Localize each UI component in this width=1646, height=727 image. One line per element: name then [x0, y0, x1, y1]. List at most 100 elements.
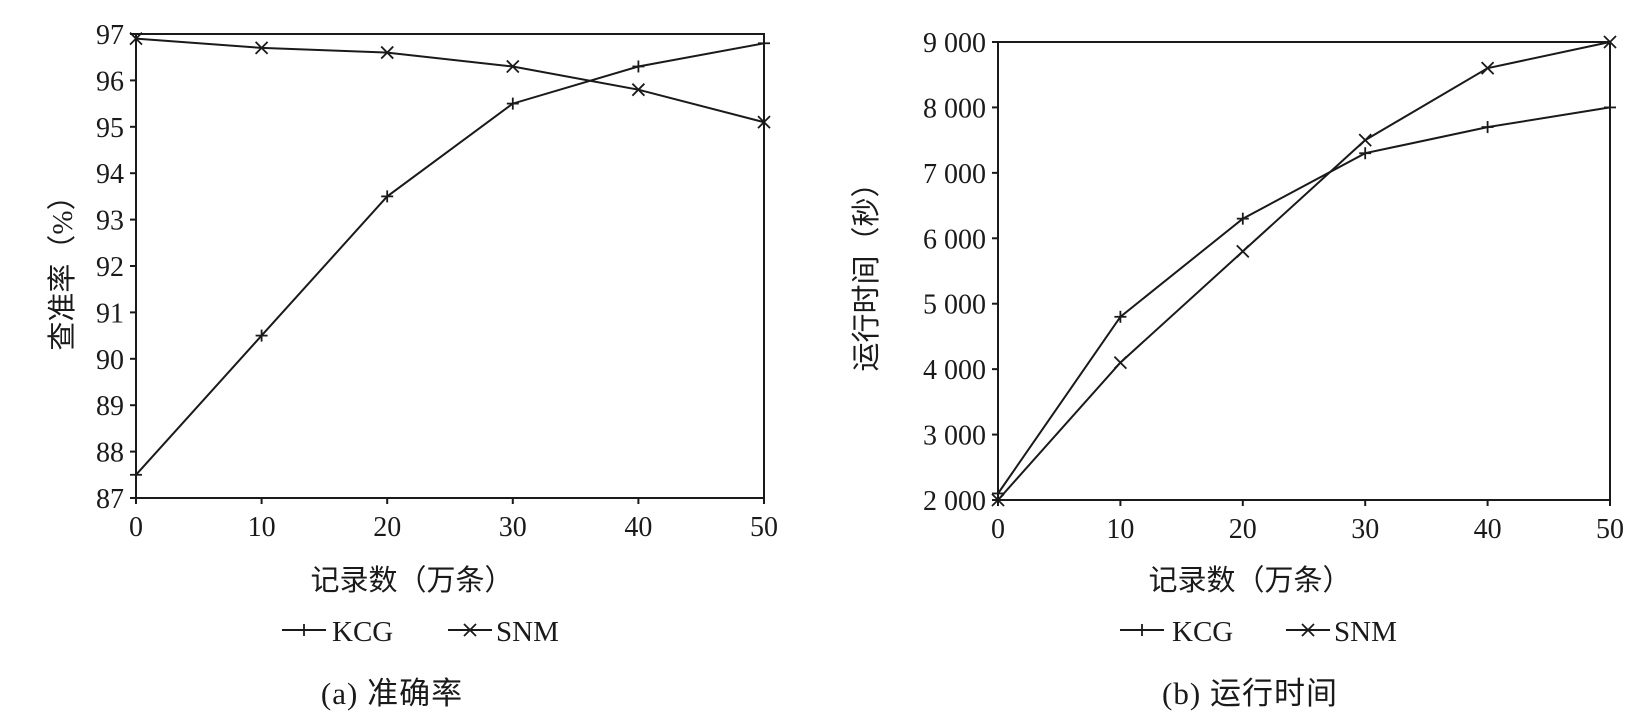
- data-point-snm: [1113, 355, 1128, 370]
- plot-frame: [997, 41, 1611, 501]
- y-tick-label: 88: [96, 438, 124, 469]
- legend-label-snm: SNM: [1334, 616, 1397, 648]
- y-tick-label: 4 000: [923, 355, 986, 386]
- data-point-snm: [1358, 133, 1372, 147]
- x-tick-label: 40: [1474, 514, 1502, 545]
- data-point-kcg: [130, 468, 142, 481]
- y-tick-label: 9 000: [923, 28, 986, 59]
- data-point-kcg: [992, 487, 1004, 500]
- x-tick-label: 10: [1106, 514, 1134, 545]
- data-point-snm-d2: [1113, 355, 1128, 370]
- data-point-kcg: [758, 37, 770, 50]
- series-line-kcg: [997, 106, 1611, 495]
- data-point-snm: [129, 32, 143, 46]
- y-tick-label: 87: [96, 484, 124, 515]
- y-tick-label: 2 000: [923, 486, 986, 517]
- y-tick-label: 8 000: [923, 93, 986, 124]
- x-tick-label: 20: [1229, 514, 1257, 545]
- x-tick-label: 50: [750, 512, 778, 543]
- data-point-snm: [757, 115, 771, 129]
- data-point-snm-d2: [631, 83, 646, 97]
- legend-entry-snm: SNM: [1286, 616, 1397, 648]
- panel-caption: (b) 运行时间: [1162, 676, 1338, 711]
- x-tick-label: 30: [499, 512, 527, 543]
- y-axis-ticks: 87 88 89 90 91 92 93 94 95 96 97: [96, 20, 136, 515]
- data-point-kcg: [255, 329, 268, 342]
- x-tick-label: 20: [373, 512, 401, 543]
- x-tick-label: 0: [129, 512, 143, 543]
- data-point-kcg: [506, 97, 519, 110]
- series-line-kcg: [135, 42, 765, 476]
- legend-marker-snm: [1301, 623, 1315, 637]
- data-point-kcg: [1481, 121, 1494, 134]
- data-point-snm-d2: [757, 115, 771, 129]
- data-point-kcg: [1604, 101, 1616, 114]
- y-tick-label: 5 000: [923, 290, 986, 321]
- series-layer: [991, 35, 1617, 507]
- x-axis-label: 记录数（万条）: [1148, 564, 1351, 597]
- data-point-snm-d2: [1236, 244, 1250, 259]
- y-tick-label: 6 000: [923, 224, 986, 255]
- series-line-snm: [135, 37, 765, 124]
- legend-marker-snm-glyph: [463, 623, 477, 637]
- y-axis-ticks: 2 000 3 000 4 000 5 000 6 000 7 000 8 000 9 000: [923, 28, 998, 517]
- y-tick-label: 97: [96, 20, 124, 51]
- x-tick-label: 10: [248, 512, 276, 543]
- x-tick-label: 0: [991, 514, 1005, 545]
- legend-marker-snm-glyph-d2: [463, 623, 477, 637]
- legend: KCG SNM: [1120, 616, 1397, 648]
- data-point-snm-d2: [506, 59, 520, 74]
- data-point-snm-d2: [991, 493, 1005, 507]
- y-axis-label: 查准率（%）: [46, 181, 79, 350]
- x-axis-ticks: 0 10 20 30 40 50: [991, 500, 1624, 545]
- data-point-snm: [1236, 244, 1250, 259]
- data-point-kcg: [381, 190, 394, 203]
- y-tick-label: 3 000: [923, 421, 986, 452]
- legend: KCG SNM: [282, 616, 559, 648]
- series-layer: [129, 32, 771, 481]
- data-point-snm: [631, 83, 646, 97]
- x-tick-label: 40: [624, 512, 652, 543]
- data-point-snm: [1480, 61, 1495, 75]
- legend-entry-snm: SNM: [448, 616, 559, 648]
- x-tick-label: 50: [1596, 514, 1624, 545]
- y-tick-label: 91: [96, 298, 124, 329]
- data-point-snm-d2: [1358, 133, 1372, 147]
- y-tick-label: 93: [96, 206, 124, 237]
- legend-marker-kcg: [1136, 624, 1148, 636]
- legend-marker-snm: [463, 623, 477, 637]
- y-tick-label: 89: [96, 391, 124, 422]
- legend-marker-kcg-glyph: [298, 624, 310, 636]
- data-point-snm: [506, 59, 520, 74]
- y-tick-label: 90: [96, 345, 124, 376]
- data-point-kcg: [1114, 310, 1127, 323]
- plot-frame: [135, 33, 765, 499]
- legend-marker-kcg-glyph: [1136, 624, 1148, 636]
- x-axis-ticks: 0 10 20 30 40 50: [129, 498, 778, 543]
- panel-caption: (a) 准确率: [321, 676, 463, 711]
- y-axis-label: 运行时间（秒）: [850, 168, 883, 371]
- data-point-snm-d2: [1480, 61, 1495, 75]
- data-point-snm-d2: [380, 45, 394, 60]
- chart-panel-runtime: 2 000 3 000 4 000 5 000 6 000 7 000 8 000 9 000…: [850, 28, 1624, 711]
- legend-label-kcg: KCG: [332, 616, 393, 648]
- y-tick-label: 95: [96, 113, 124, 144]
- legend-entry-kcg: KCG: [282, 616, 393, 648]
- data-point-kcg: [1236, 212, 1249, 225]
- data-point-snm-d2: [1603, 35, 1617, 49]
- y-tick-label: 92: [96, 252, 124, 283]
- legend-marker-snm-glyph: [1301, 623, 1315, 637]
- data-point-snm-d2: [129, 32, 143, 46]
- legend-entry-kcg: KCG: [1120, 616, 1233, 648]
- legend-marker-snm-glyph-d2: [1301, 623, 1315, 637]
- chart-panel-accuracy: 87 88 89 90 91 92 93 94 95 96 97 0 10 20 30 40 50 记录数（万…: [46, 20, 778, 711]
- legend-label-snm: SNM: [496, 616, 559, 648]
- data-point-snm: [254, 41, 269, 55]
- data-point-snm: [991, 493, 1005, 507]
- legend-label-kcg: KCG: [1172, 616, 1233, 648]
- y-tick-label: 94: [96, 159, 124, 190]
- x-tick-label: 30: [1351, 514, 1379, 545]
- data-point-kcg: [632, 60, 645, 73]
- data-point-kcg: [1359, 147, 1372, 160]
